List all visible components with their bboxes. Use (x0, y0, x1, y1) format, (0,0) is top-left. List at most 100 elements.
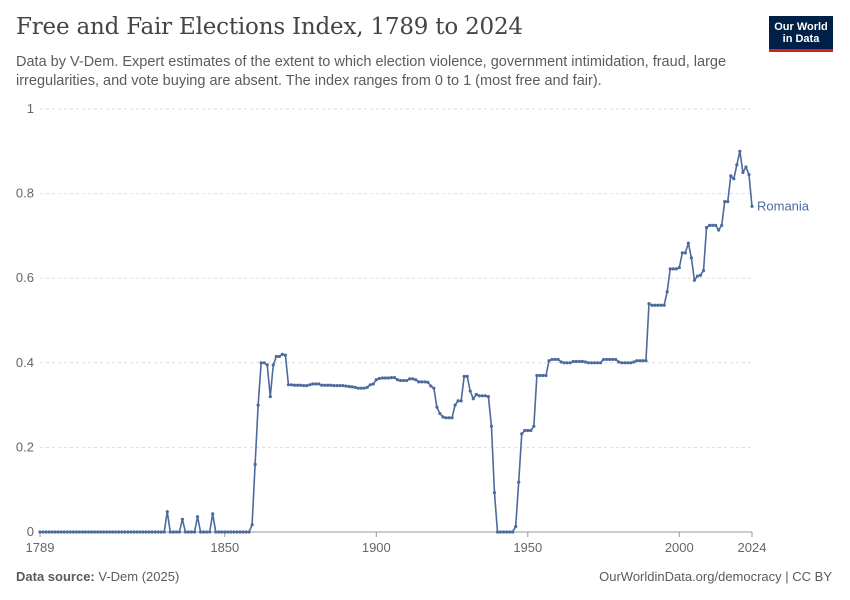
x-tick-label: 1950 (513, 540, 542, 555)
data-point (53, 530, 57, 534)
data-point (550, 357, 554, 362)
data-point (320, 383, 324, 387)
data-point (568, 361, 572, 365)
data-point (305, 384, 309, 388)
data-point (641, 359, 645, 363)
data-point (659, 303, 663, 307)
data-point (668, 267, 672, 271)
y-tick-label: 0.8 (16, 186, 34, 201)
logo-line-2: in Data (782, 33, 820, 45)
data-point (447, 416, 451, 420)
data-point (180, 517, 184, 521)
data-point (501, 530, 506, 534)
data-point (56, 530, 60, 534)
logo-line-1: Our World (774, 21, 828, 33)
data-point (202, 530, 206, 534)
data-point (674, 267, 678, 271)
data-point (565, 361, 569, 365)
data-point (723, 200, 727, 204)
data-point (462, 374, 466, 378)
data-point (717, 228, 721, 232)
data-source-label: Data source: (16, 569, 95, 584)
data-point (371, 382, 375, 386)
data-point (150, 530, 154, 534)
data-point (617, 360, 621, 364)
footer-link[interactable]: OurWorldinData.org/democracy | CC BY (599, 569, 832, 584)
data-point (241, 530, 245, 534)
data-point (159, 530, 163, 534)
data-point (411, 377, 415, 381)
data-point (614, 357, 618, 362)
data-point (186, 530, 191, 534)
data-point (650, 303, 654, 307)
data-point (65, 530, 69, 534)
data-point (295, 383, 300, 387)
data-point (171, 530, 175, 534)
data-point (62, 530, 66, 534)
data-point (483, 394, 487, 398)
data-point (332, 384, 336, 388)
data-point (74, 530, 78, 534)
data-point (50, 530, 54, 534)
data-point (198, 530, 203, 534)
data-point (144, 530, 148, 534)
data-point (86, 530, 91, 534)
data-point (586, 361, 590, 365)
data-point (504, 530, 509, 534)
data-point (435, 405, 439, 409)
data-point (329, 383, 333, 387)
data-point (517, 480, 521, 484)
data-point (453, 403, 457, 407)
data-point (511, 530, 515, 534)
data-point (147, 530, 151, 534)
data-point (441, 415, 445, 419)
data-point (523, 428, 527, 433)
data-point (544, 373, 548, 378)
series-line (40, 150, 753, 533)
data-point (592, 361, 597, 365)
data-point (368, 383, 372, 387)
data-point (692, 278, 697, 282)
data-point (608, 357, 612, 362)
data-point (232, 530, 236, 534)
data-point (323, 383, 327, 387)
data-point (350, 385, 354, 389)
data-point (174, 530, 178, 534)
y-tick-label: 0 (27, 524, 34, 539)
data-point (59, 530, 63, 534)
data-point (292, 383, 297, 387)
chart-subtitle: Data by V-Dem. Expert estimates of the e… (16, 54, 727, 89)
data-point (162, 530, 166, 534)
data-point (211, 512, 215, 516)
data-point (120, 530, 124, 534)
data-point (238, 530, 242, 534)
data-point (77, 530, 81, 534)
data-point (165, 510, 169, 514)
data-point (635, 359, 639, 363)
owid-logo[interactable]: Our World in Data (769, 16, 833, 52)
data-point (389, 376, 394, 380)
data-point (744, 165, 748, 169)
data-point (647, 301, 651, 306)
data-point (680, 251, 684, 255)
data-point (311, 382, 315, 386)
data-point (205, 530, 209, 534)
data-source-value[interactable]: V-Dem (2025) (98, 569, 180, 584)
y-tick-label: 0.4 (16, 355, 34, 370)
data-point (156, 530, 160, 534)
data-point (217, 530, 221, 534)
data-point (571, 359, 575, 364)
data-point (244, 530, 248, 534)
data-point (362, 386, 366, 390)
data-point (547, 359, 551, 363)
data-point (426, 380, 430, 384)
data-point (353, 385, 357, 389)
data-point (341, 384, 345, 388)
data-point (735, 163, 739, 167)
data-point (577, 359, 581, 364)
data-point (671, 267, 675, 271)
data-point (726, 200, 730, 204)
data-point (153, 530, 157, 534)
data-point (335, 384, 339, 388)
data-point (444, 416, 448, 420)
